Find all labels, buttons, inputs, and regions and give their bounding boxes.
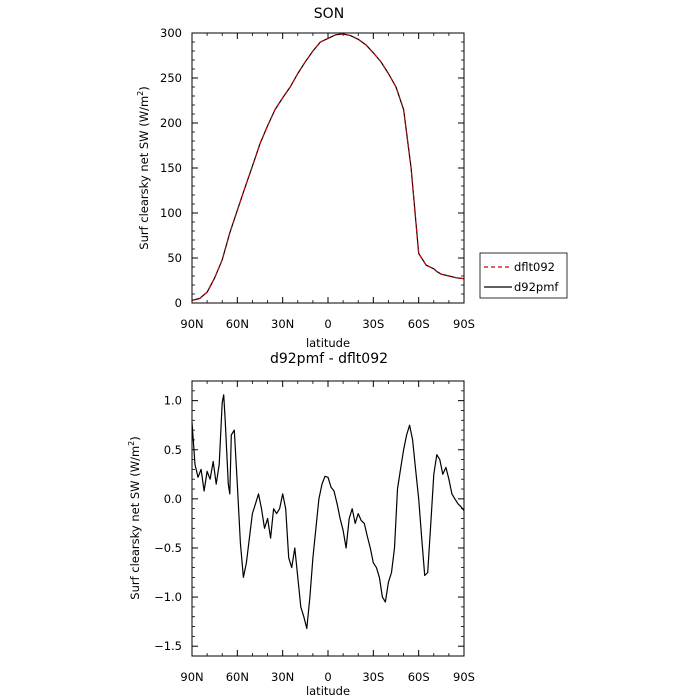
top-x-axis-label: latitude: [306, 336, 350, 350]
bottom-y-axis-label-sup: 2: [127, 441, 136, 446]
bottom-series-group: [191, 394, 465, 630]
bottom-y-tick-label: 0.5: [164, 443, 182, 457]
bottom-x-tick-label: 0: [324, 670, 331, 684]
bottom-y-axis-label-main: Surf clearsky net SW (W/m: [128, 446, 142, 600]
top-series-line-dflt092: [191, 33, 465, 301]
legend: dflt092 d92pmf: [479, 252, 568, 299]
top-y-axis-label-tail: ): [137, 86, 151, 91]
bottom-x-tick-label: 90S: [453, 670, 475, 684]
top-x-tick-label: 90N: [180, 317, 203, 331]
bottom-y-tick-label: −0.5: [154, 541, 182, 555]
bottom-y-axis-label-tail: ): [128, 436, 142, 441]
legend-box: [479, 252, 568, 299]
bottom-y-tick-label: −1.0: [154, 590, 182, 604]
bottom-x-tick-label: 30N: [271, 670, 294, 684]
top-x-tick-label: 90S: [453, 317, 475, 331]
top-series-line-d92pmf: [191, 33, 465, 301]
bottom-x-tick-label: 90N: [180, 670, 203, 684]
bottom-x-tick-label: 60N: [226, 670, 249, 684]
bottom-x-axis-label: latitude: [306, 684, 350, 698]
top-x-tick-label: 30N: [271, 317, 294, 331]
bottom-y-tick-label: 1.0: [164, 394, 182, 408]
top-y-tick-label: 50: [167, 251, 182, 265]
top-chart-title: SON: [314, 6, 344, 22]
top-x-tick-label: 60N: [226, 317, 249, 331]
top-series-group: [191, 33, 465, 301]
top-y-tick-label: 250: [160, 71, 182, 85]
top-y-tick-label: 200: [160, 116, 182, 130]
bottom-x-tick-label: 60S: [408, 670, 430, 684]
top-y-tick-label: 150: [160, 161, 182, 175]
top-y-axis-label: Surf clearsky net SW (W/m2): [136, 86, 151, 249]
top-x-tick-label: 0: [324, 317, 331, 331]
bottom-plot-frame: [191, 380, 465, 657]
top-ticks: 90N 60N 30N 0 30S 60S 90S 0 50 100 150 200 250 300: [160, 26, 475, 331]
top-y-tick-label: 300: [160, 26, 182, 40]
legend-label-dflt092: dflt092: [514, 260, 555, 274]
top-x-tick-label: 60S: [408, 317, 430, 331]
top-x-tick-label: 30S: [362, 317, 384, 331]
bottom-y-tick-label: −1.5: [154, 639, 182, 653]
bottom-ticks: 90N 60N 30N 0 30S 60S 90S −1.5 −1.0 −0.5 0.0 0.5 1.0: [154, 380, 475, 684]
bottom-x-tick-label: 30S: [362, 670, 384, 684]
top-panel: SON 90N 60N 30N 0 30S 60S 90S 0 50 100 150 200 250 30…: [136, 6, 475, 350]
top-y-tick-label: 100: [160, 206, 182, 220]
bottom-chart-title: d92pmf - dflt092: [270, 351, 388, 367]
top-y-tick-label: 0: [175, 296, 182, 310]
top-y-axis-label-main: Surf clearsky net SW (W/m: [137, 96, 151, 250]
bottom-y-tick-label: 0.0: [164, 492, 182, 506]
bottom-y-axis-label: Surf clearsky net SW (W/m2): [127, 436, 142, 599]
top-y-axis-label-sup: 2: [136, 91, 145, 96]
bottom-panel: d92pmf - dflt092 90N 60N 30N 0 30S 60S 90S −1.5…: [127, 351, 475, 698]
top-plot-frame: [191, 32, 465, 304]
bottom-series-line-difference: [191, 394, 465, 630]
legend-label-d92pmf: d92pmf: [514, 280, 559, 294]
